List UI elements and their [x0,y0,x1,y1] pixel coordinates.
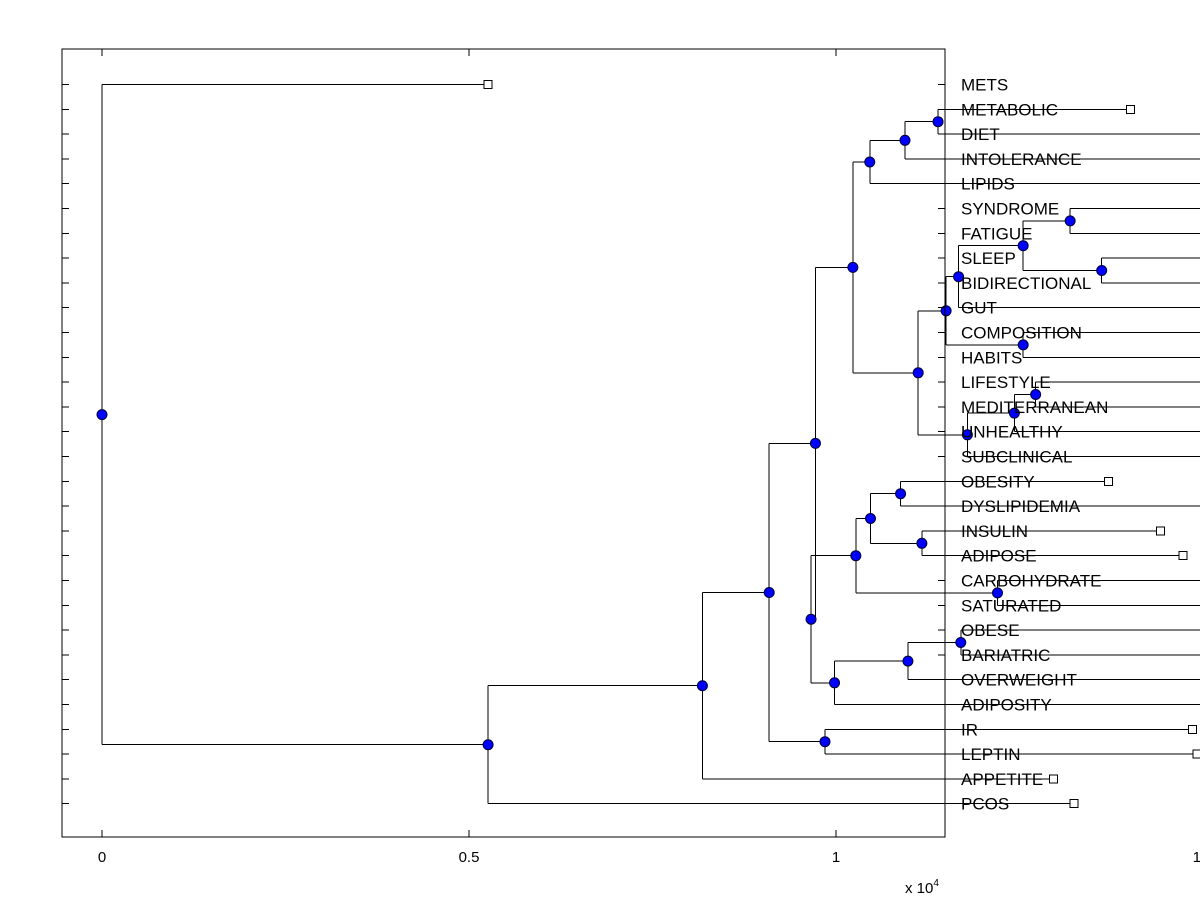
leaf-label-fatigue: FATIGUE [961,224,1032,243]
merge-node-n25 [819,736,831,748]
x-tick-label: 0 [98,849,106,866]
leaf-label-subclinical: SUBCLINICAL [961,448,1072,467]
merge-node-n16 [916,537,928,549]
merge-node-n27 [696,680,708,692]
leaf-marker-leptin [1192,749,1200,759]
merge-node-n2 [899,134,911,146]
leaf-marker-adipose [1178,551,1188,561]
merge-node-n28 [482,739,494,751]
leaf-markers [483,80,1200,809]
leaf-label-gut: GUT [961,299,997,318]
leaf-marker-insulin [1155,526,1165,536]
merge-node-n15 [895,488,907,500]
x-tick-label: 0.5 [459,849,480,866]
leaf-label-overweight: OVERWEIGHT [961,671,1077,690]
leaf-label-appetite: APPETITE [961,770,1043,789]
merge-node-n13 [912,367,924,379]
link-n13 [917,310,968,436]
leaf-label-saturated: SATURATED [961,596,1061,615]
leaf-label-lifestyle: LIFESTYLE [961,373,1051,392]
merge-node-n8 [1017,339,1029,351]
leaf-labels: METS METABOLIC DIET INTOLERANCE LIPIDS SYNDRO… [961,76,1108,814]
leaf-marker-mets [483,80,493,89]
leaf-label-leptin: LEPTIN [961,745,1021,764]
x-axis: 00.511.52 [62,49,1200,866]
merge-node-n3 [864,156,876,168]
merge-node-n21 [902,655,914,667]
plot-frame [61,48,946,838]
leaf-label-metabolic: METABOLIC [961,100,1058,119]
link-n14 [852,161,919,374]
link-n26 [768,442,825,743]
link-n6 [1022,220,1102,271]
merge-node-n4 [1064,215,1076,227]
link-n29 [101,84,489,746]
leaf-label-adipose: ADIPOSE [961,547,1037,566]
leaf-label-obesity: OBESITY [961,472,1035,491]
merge-node-n17 [864,513,876,524]
leaf-label-carbohydrate: CARBOHYDRATE [961,572,1101,591]
link-n17 [869,493,922,544]
merge-node-n19 [850,550,862,562]
merge-node-n11 [1008,407,1020,419]
merge-node-n23 [805,613,817,625]
leaf-label-mets: METS [961,76,1008,95]
link-n5 [1101,257,1200,284]
leaf-label-adiposity: ADIPOSITY [961,696,1052,715]
merge-node-n14 [847,261,859,273]
merge-node-n1 [932,116,944,128]
leaf-label-diet: DIET [961,125,1000,144]
merge-node-n9 [940,305,952,317]
leaf-label-bariatric: BARIATRIC [961,646,1050,665]
merge-node-n7 [953,271,965,283]
leaf-label-unhealthy: UNHEALTHY [961,423,1063,442]
merge-node-n18 [991,587,1003,599]
leaf-marker-appetite [1048,774,1058,784]
leaf-label-composition: COMPOSITION [961,324,1082,343]
leaf-label-syndrome: SYNDROME [961,200,1059,219]
leaf-marker-obesity [1103,476,1113,486]
x-tick-label: 1.5 [1193,849,1200,866]
leaf-label-intolerance: INTOLERANCE [961,150,1082,169]
merge-node-n12 [961,429,973,441]
leaf-label-lipids: LIPIDS [961,175,1015,194]
merge-node-n22 [829,677,841,689]
leaf-label-insulin: INSULIN [961,522,1028,541]
merge-node-n10 [1030,389,1042,400]
leaf-label-obese: OBESE [961,621,1020,640]
leaf-label-pcos: PCOS [961,795,1009,814]
merge-node-n29 [96,409,108,421]
merge-nodes [96,116,1108,751]
merge-node-n5 [1096,265,1108,276]
leaf-label-dyslipidemia: DYSLIPIDEMIA [961,497,1081,516]
leaf-marker-pcos [1069,799,1079,809]
merge-node-n26 [763,587,775,599]
merge-node-n20 [955,637,967,648]
merge-node-n24 [809,437,821,449]
link-n4 [1069,208,1200,234]
merge-node-n6 [1017,240,1029,252]
leaf-label-bidirectional: BIDIRECTIONAL [961,274,1091,293]
leaf-marker-ir [1188,724,1198,734]
leaf-label-sleep: SLEEP [961,249,1016,268]
leaf-label-mediterranean: MEDITERRANEAN [961,398,1108,417]
x-tick-label: 1 [832,849,840,866]
leaf-label-ir: IR [961,720,978,739]
leaf-label-habits: HABITS [961,348,1022,367]
link-n23 [810,555,856,684]
axis-scale-label: x 104 [905,878,939,897]
leaf-marker-metabolic [1125,104,1135,114]
